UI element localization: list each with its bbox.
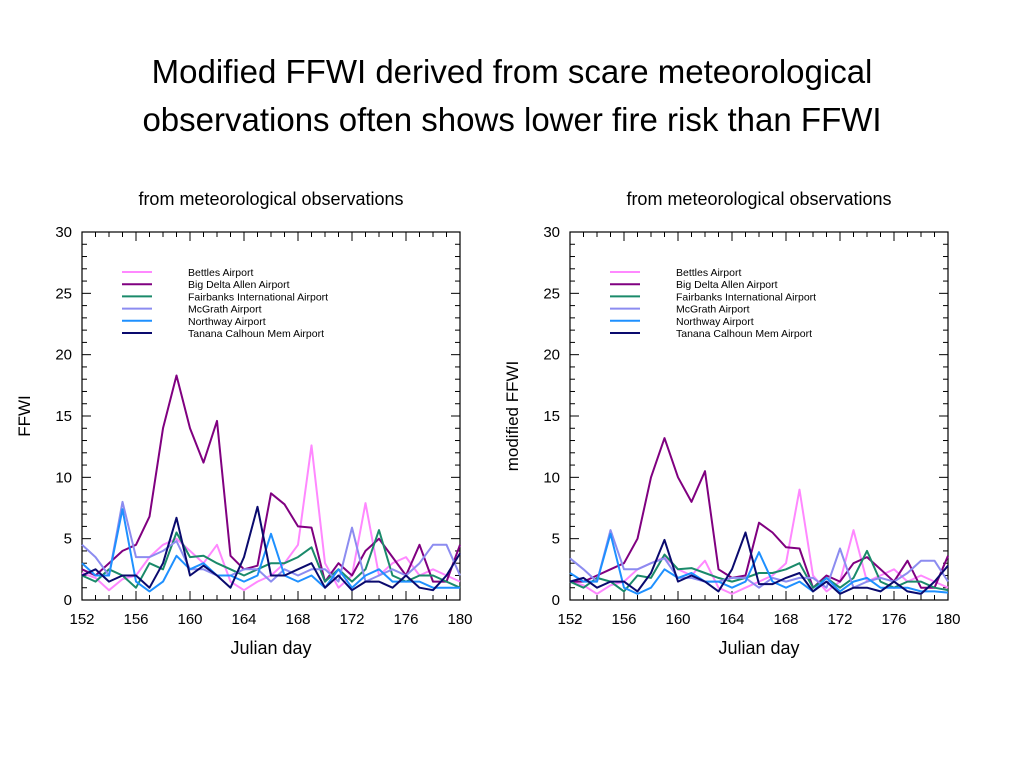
legend-label-mcgrath-airport: McGrath Airport [676,304,750,316]
y-tick-label: 25 [543,285,560,302]
series-line-fairbanks-international-airport [81,529,461,589]
y-tick-label: 30 [55,224,72,241]
y-tick-label: 0 [64,592,72,609]
series-line-northway-airport [81,508,460,593]
y-tick-label: 20 [543,347,560,364]
x-axis-label: Julian day [230,638,311,658]
x-tick-label: 164 [719,611,744,628]
legend-label-bettles-airport: Bettles Airport [676,267,741,279]
x-tick-label: 160 [177,611,202,628]
legend-label-tanana-calhoun-mem-airport: Tanana Calhoun Mem Airport [188,328,324,340]
legend-label-mcgrath-airport: McGrath Airport [188,304,262,316]
x-tick-label: 164 [231,611,256,628]
y-tick-label: 25 [55,285,72,302]
series-line-tanana-calhoun-mem-airport [569,531,949,595]
slide-title: Modified FFWI derived from scare meteoro… [0,48,1024,144]
slide-title-line-1: Modified FFWI derived from scare meteoro… [151,53,873,90]
legend-label-fairbanks-international-airport: Fairbanks International Airport [676,291,816,303]
series-line-big-delta-allen-airport [81,374,461,583]
y-tick-label: 30 [543,224,560,241]
chart-modified-ffwi: from meteorological observations 152 156 16… [503,189,961,658]
x-tick-label: 180 [935,611,960,628]
x-tick-label: 172 [827,611,852,628]
chart-ffwi: from meteorological observations 152 156 16… [15,189,473,658]
x-tick-label: 160 [665,611,690,628]
series-line-fairbanks-international-airport [569,549,949,593]
y-tick-label: 5 [552,531,560,548]
y-tick-label: 0 [552,592,560,609]
chart-panel-modified-ffwi: from meteorological observations 152 156 16… [498,170,968,680]
x-tick-label: 180 [447,611,472,628]
series-line-bettles-airport [81,444,461,592]
y-tick-label: 20 [55,347,72,364]
legend-label-northway-airport: Northway Airport [676,316,754,328]
legend-label-fairbanks-international-airport: Fairbanks International Airport [188,291,328,303]
chart-panel-ffwi: from meteorological observations 152 156 16… [10,170,480,680]
x-tick-label: 156 [611,611,636,628]
x-axis-label: Julian day [718,638,799,658]
x-tick-label: 168 [773,611,798,628]
chart-title: from meteorological observations [626,189,891,209]
series-line-big-delta-allen-airport [570,437,949,589]
x-tick-label: 176 [881,611,906,628]
legend-label-big-delta-allen-airport: Big Delta Allen Airport [676,279,778,291]
y-tick-label: 10 [543,469,560,486]
y-tick-label: 5 [64,531,72,548]
x-tick-label: 156 [123,611,148,628]
y-tick-label: 10 [55,469,72,486]
y-axis-label: FFWI [15,395,34,437]
x-tick-label: 172 [339,611,364,628]
y-axis-label: modified FFWI [503,361,522,472]
legend-label-northway-airport: Northway Airport [188,316,266,328]
y-tick-label: 15 [55,408,72,425]
slide-title-line-2: observations often shows lower fire risk… [142,101,882,138]
legend-label-tanana-calhoun-mem-airport: Tanana Calhoun Mem Airport [676,328,812,340]
series-line-tanana-calhoun-mem-airport [81,505,461,592]
x-tick-label: 152 [69,611,94,628]
x-tick-label: 176 [393,611,418,628]
series-line-mcgrath-airport [81,500,461,583]
series-line-mcgrath-airport [569,529,949,589]
x-tick-label: 152 [557,611,582,628]
y-tick-label: 15 [543,408,560,425]
legend-label-big-delta-allen-airport: Big Delta Allen Airport [188,279,290,291]
chart-title: from meteorological observations [138,189,403,209]
x-tick-label: 168 [285,611,310,628]
legend-label-bettles-airport: Bettles Airport [188,267,253,279]
